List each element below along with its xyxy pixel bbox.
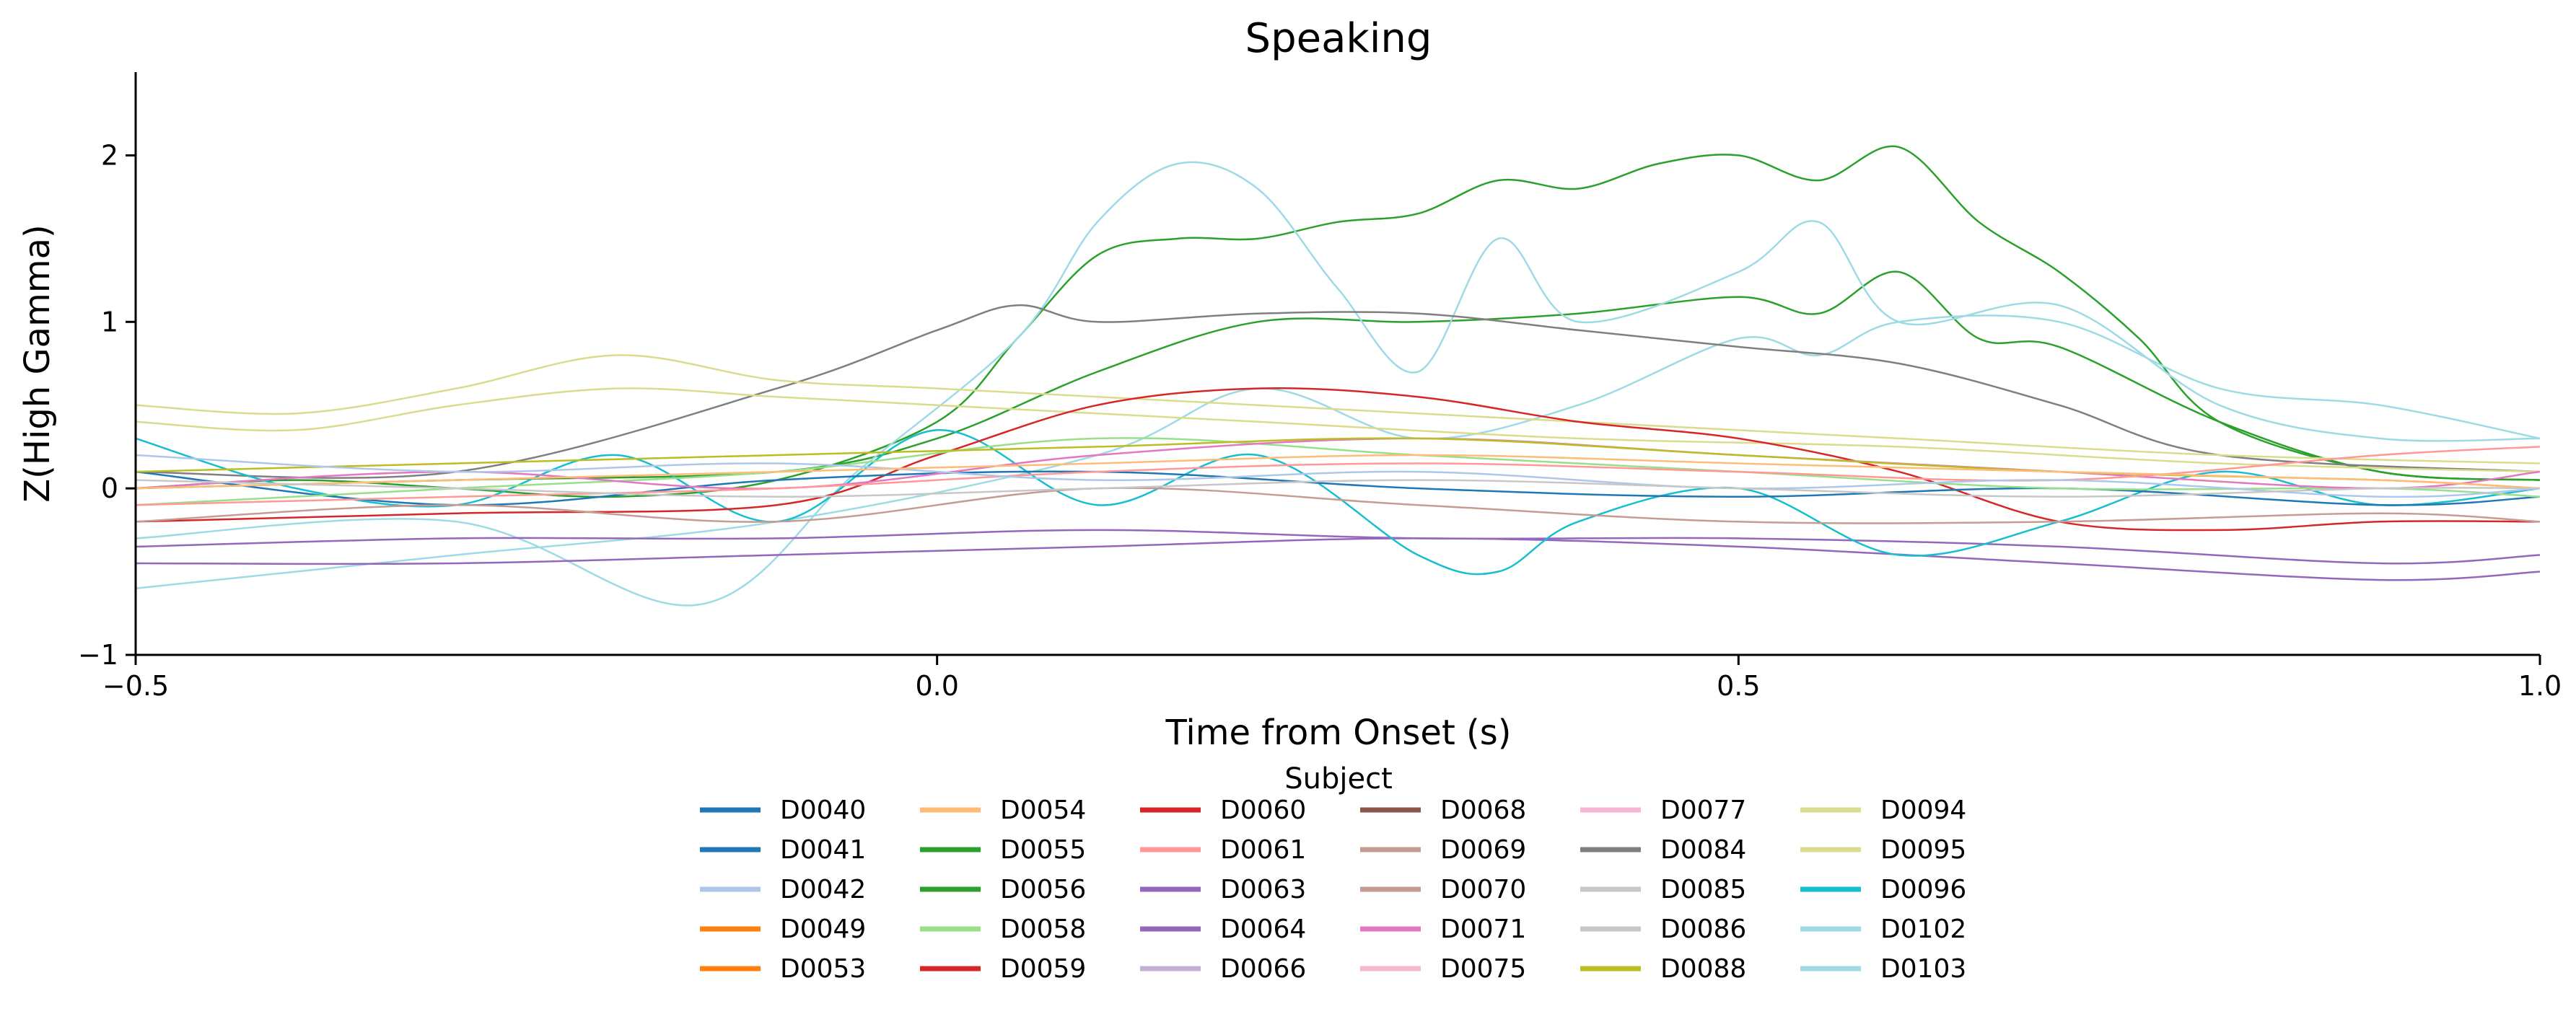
- legend-item-d0063: D0063: [1140, 875, 1306, 904]
- legend-item-d0042: D0042: [700, 875, 866, 904]
- series-line-d0063: [136, 537, 2540, 581]
- y-tick-label: 2: [101, 139, 118, 171]
- legend-item-d0069: D0069: [1360, 835, 1526, 865]
- series-line-d0042: [136, 454, 2540, 498]
- legend-item-d0055: D0055: [920, 835, 1086, 865]
- legend-label: D0066: [1220, 954, 1306, 984]
- legend-item-d0085: D0085: [1580, 875, 1746, 904]
- legend-label: D0075: [1440, 954, 1526, 984]
- x-ticks: −0.5 0.0 0.5 1.0: [102, 655, 2562, 702]
- series-line-d0103: [136, 314, 2540, 589]
- legend-label: D0068: [1440, 796, 1526, 825]
- series-line-d0055: [136, 145, 2540, 498]
- x-axis-label: Time from Onset (s): [1165, 713, 1512, 753]
- series-line-d0102: [136, 161, 2540, 607]
- series-line-d0094: [136, 354, 2540, 464]
- legend: Subject D0040D0041D0042D0049D0053D0054D0…: [700, 762, 1966, 984]
- legend-label: D0040: [780, 796, 866, 825]
- legend-item-d0071: D0071: [1360, 915, 1526, 944]
- legend-item-d0103: D0103: [1800, 954, 1966, 984]
- legend-label: D0060: [1220, 796, 1306, 825]
- y-tick-label: −1: [78, 639, 118, 671]
- legend-item-d0041: D0041: [700, 835, 866, 865]
- legend-item-d0053: D0053: [700, 954, 866, 984]
- legend-item-d0086: D0086: [1580, 915, 1746, 944]
- legend-item-d0070: D0070: [1360, 875, 1526, 904]
- legend-item-d0061: D0061: [1140, 835, 1306, 865]
- series-line-d0064: [136, 529, 2540, 565]
- legend-label: D0058: [1000, 915, 1086, 944]
- legend-item-d0094: D0094: [1800, 796, 1966, 825]
- legend-label: D0095: [1880, 835, 1966, 865]
- legend-label: D0085: [1660, 875, 1746, 904]
- legend-item-d0064: D0064: [1140, 915, 1306, 944]
- legend-label: D0064: [1220, 915, 1306, 944]
- legend-label: D0086: [1660, 915, 1746, 944]
- legend-label: D0102: [1880, 915, 1966, 944]
- legend-label: D0070: [1440, 875, 1526, 904]
- legend-item-d0088: D0088: [1580, 954, 1746, 984]
- legend-label: D0069: [1440, 835, 1526, 865]
- legend-label: D0042: [780, 875, 866, 904]
- legend-label: D0061: [1220, 835, 1306, 865]
- legend-label: D0088: [1660, 954, 1746, 984]
- x-tick-label: 0.0: [915, 670, 958, 702]
- series-line-d0060: [136, 387, 2540, 532]
- chart-title: Speaking: [1245, 15, 1432, 62]
- legend-item-d0049: D0049: [700, 915, 866, 944]
- plot-area: −0.5 0.0 0.5 1.0 −1 0 1 2: [78, 72, 2562, 702]
- legend-item-d0068: D0068: [1360, 796, 1526, 825]
- legend-item-d0066: D0066: [1140, 954, 1306, 984]
- x-tick-label: −0.5: [102, 670, 169, 702]
- legend-item-d0102: D0102: [1800, 915, 1966, 944]
- legend-label: D0084: [1660, 835, 1746, 865]
- legend-item-d0084: D0084: [1580, 835, 1746, 865]
- legend-items: D0040 D0041 D0042 D0049 D0053 D0054 D0055 D0056…: [700, 796, 1966, 984]
- legend-item-d0059: D0059: [920, 954, 1086, 984]
- legend-item-d0056: D0056: [920, 875, 1086, 904]
- x-tick-label: 0.5: [1717, 670, 1760, 702]
- legend-label: D0071: [1440, 915, 1526, 944]
- y-ticks: −1 0 1 2: [78, 139, 136, 671]
- legend-label: D0077: [1660, 796, 1746, 825]
- series-line-d0054: [136, 454, 2540, 490]
- legend-label: D0103: [1880, 954, 1966, 984]
- legend-label: D0056: [1000, 875, 1086, 904]
- legend-label: D0096: [1880, 875, 1966, 904]
- legend-item-d0040: D0040: [700, 796, 866, 825]
- legend-item-d0077: D0077: [1580, 796, 1746, 825]
- legend-item-d0060: D0060: [1140, 796, 1306, 825]
- series-line-d0095: [136, 387, 2540, 473]
- legend-label: D0053: [780, 954, 866, 984]
- y-tick-label: 1: [101, 306, 118, 338]
- legend-label: D0059: [1000, 954, 1086, 984]
- legend-label: D0055: [1000, 835, 1086, 865]
- series-line-d0085: [136, 479, 2540, 498]
- legend-label: D0049: [780, 915, 866, 944]
- x-tick-label: 1.0: [2518, 670, 2562, 702]
- series-line-d0084: [136, 304, 2540, 479]
- legend-item-d0058: D0058: [920, 915, 1086, 944]
- legend-label: D0054: [1000, 796, 1086, 825]
- legend-item-d0054: D0054: [920, 796, 1086, 825]
- series-layer: [136, 145, 2540, 607]
- series-line-d0096: [136, 429, 2540, 576]
- series-line-d0069: [136, 487, 2540, 524]
- legend-item-d0075: D0075: [1360, 954, 1526, 984]
- series-line-d0058: [136, 437, 2540, 506]
- series-line-d0061: [136, 446, 2540, 506]
- y-tick-label: 0: [101, 472, 118, 504]
- legend-item-d0096: D0096: [1800, 875, 1966, 904]
- legend-label: D0094: [1880, 796, 1966, 825]
- legend-item-d0095: D0095: [1800, 835, 1966, 865]
- legend-label: D0041: [780, 835, 866, 865]
- legend-title: Subject: [1284, 762, 1393, 796]
- legend-label: D0063: [1220, 875, 1306, 904]
- y-axis-label: Z(High Gamma): [17, 224, 58, 502]
